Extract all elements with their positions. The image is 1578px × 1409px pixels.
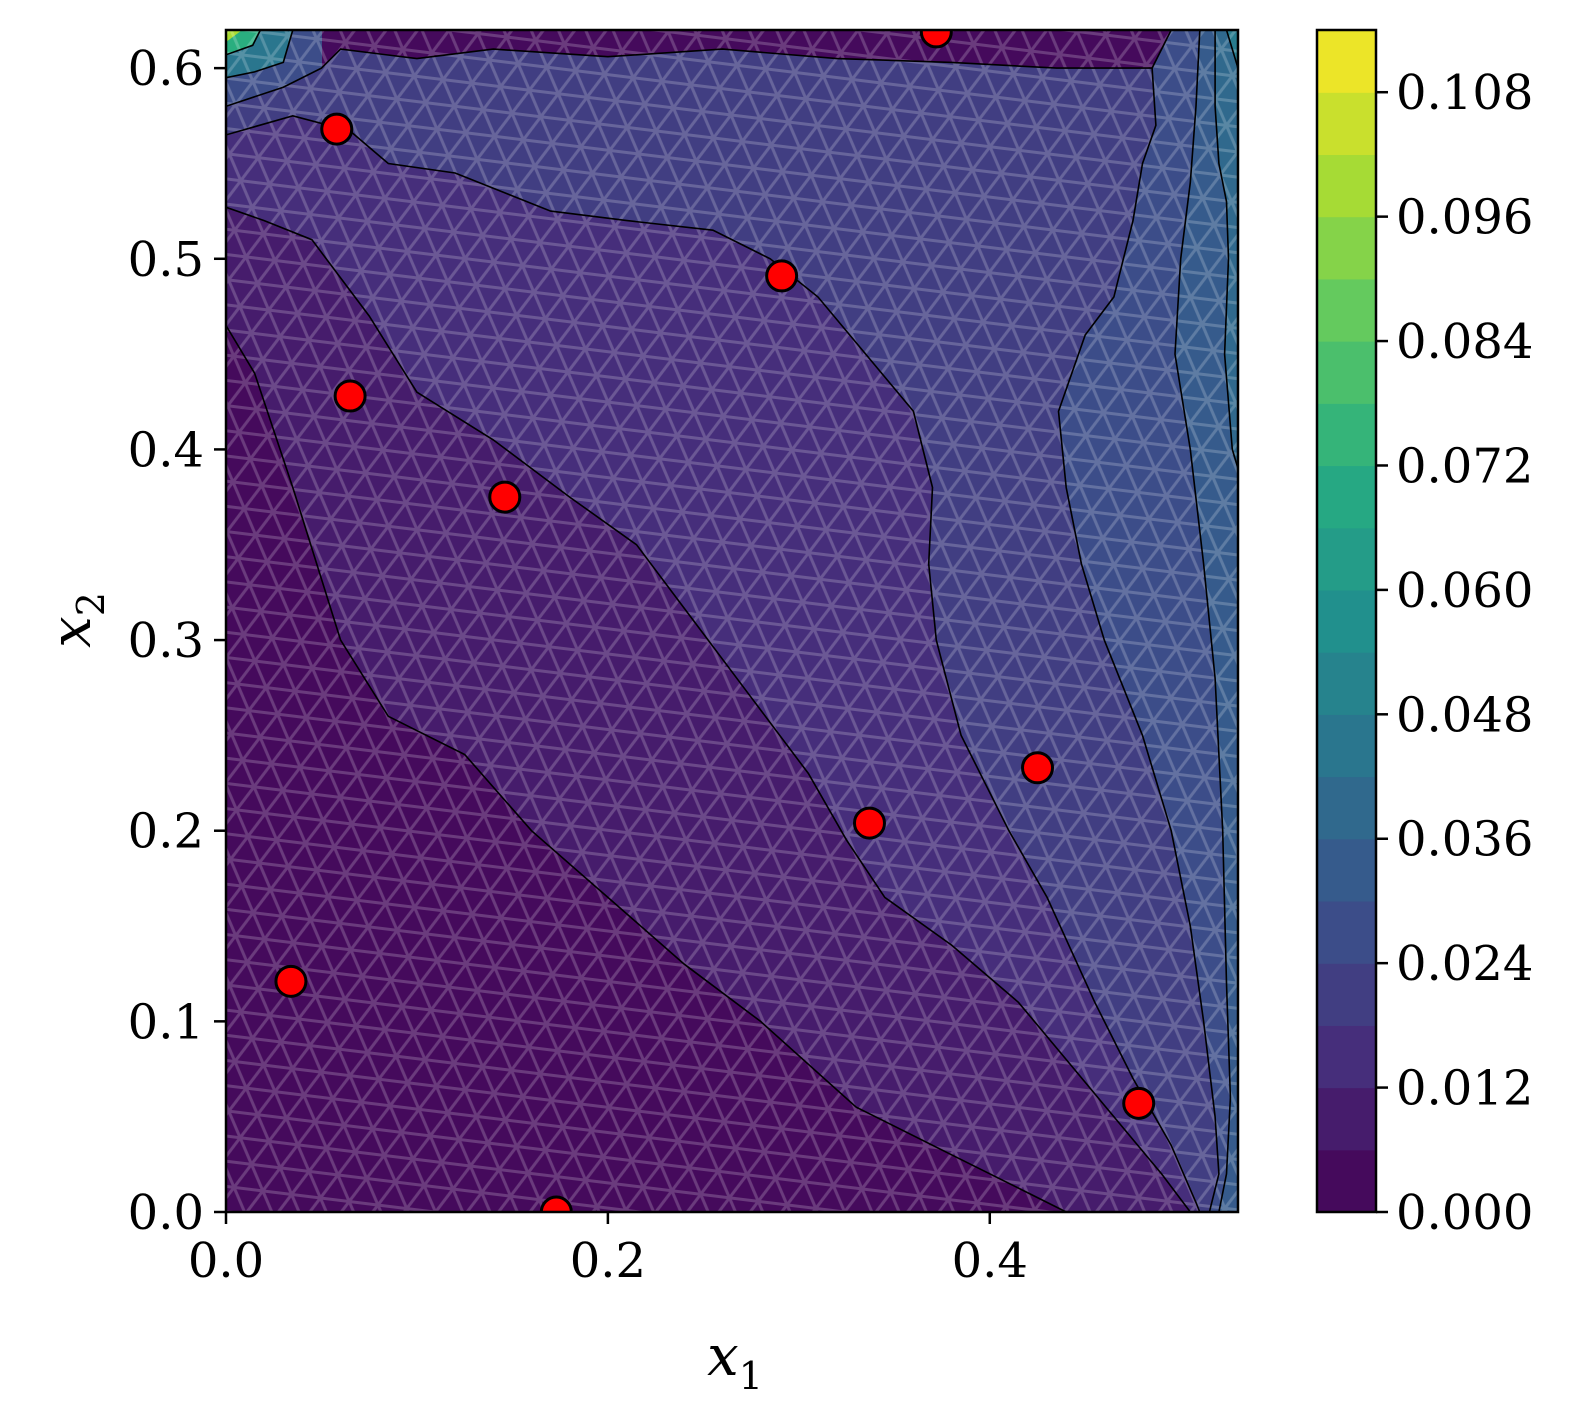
colorbar: 0.000 0.012 0.024 0.036 0.048 0.060 0.072 0.084… — [1315, 28, 1533, 1241]
contour-line — [226, 206, 1191, 1212]
colorbar-band — [1317, 465, 1376, 529]
sample-point — [488, 480, 522, 514]
y-tick-label: 0.0 — [128, 1185, 204, 1241]
y-tick-label: 0.1 — [128, 994, 204, 1050]
colorbar-band — [1317, 341, 1376, 404]
y-tick-label: 0.4 — [128, 422, 204, 478]
sample-point — [919, 30, 953, 49]
colorbar-tick-label: 0.060 — [1396, 563, 1533, 619]
colorbar-band — [1317, 92, 1376, 156]
colorbar-band — [1317, 154, 1376, 218]
colorbar-band — [1317, 216, 1376, 280]
colorbar-band — [1317, 776, 1376, 840]
x-axis-label-base: x — [707, 1324, 739, 1389]
mesh-overlay — [226, 30, 1238, 1212]
y-tick-label: 0.2 — [128, 804, 204, 860]
colorbar-tick-label: 0.048 — [1396, 687, 1533, 743]
contour-line — [226, 30, 294, 79]
colorbar-tick-label: 0.036 — [1396, 812, 1533, 868]
colorbar-band — [1317, 900, 1376, 964]
x-tick-label: 0.4 — [952, 1233, 1028, 1289]
y-axis-label: x2 — [39, 592, 113, 648]
colorbar-band — [1317, 714, 1376, 778]
colorbar-band — [1317, 838, 1376, 902]
colorbar-band — [1317, 589, 1376, 653]
y-tick-label: 0.5 — [128, 232, 204, 288]
sample-point — [765, 259, 799, 293]
x-tick-label: 0.2 — [570, 1233, 646, 1289]
colorbar-bands — [1317, 30, 1376, 1213]
sample-point — [333, 379, 367, 413]
colorbar-tick-label: 0.096 — [1396, 190, 1533, 246]
y-axis-label-base: x — [39, 616, 104, 648]
y-axis-ticks: 0.0 0.1 0.2 0.3 0.4 0.5 0.6 — [128, 41, 226, 1241]
colorbar-tick-label: 0.108 — [1396, 65, 1533, 121]
y-tick-label: 0.3 — [128, 613, 204, 669]
x-axis-ticks: 0.0 0.2 0.4 — [188, 1212, 1028, 1289]
colorbar-band — [1317, 1025, 1376, 1089]
sample-point — [1021, 751, 1055, 785]
x-axis-label: x1 — [707, 1324, 763, 1398]
contour-line — [226, 30, 262, 56]
sample-point — [852, 806, 886, 840]
colorbar-band — [1317, 30, 1376, 93]
x-tick-label: 0.0 — [188, 1233, 264, 1289]
contour-line — [1225, 30, 1238, 69]
sample-point — [539, 1195, 573, 1212]
colorbar-tick-label: 0.024 — [1396, 936, 1533, 992]
colorbar-band — [1317, 527, 1376, 591]
plot-frame — [224, 28, 1240, 1214]
colorbar-band — [1317, 1149, 1376, 1213]
sample-point — [274, 964, 308, 998]
colorbar-tick-label: 0.012 — [1396, 1061, 1533, 1117]
colorbar-band — [1317, 963, 1376, 1026]
colorbar-tick-label: 0.084 — [1396, 314, 1533, 370]
y-tick-label: 0.6 — [128, 41, 204, 97]
contour-line — [226, 48, 1220, 1212]
contour-line — [1174, 30, 1232, 1212]
colorbar-band — [1317, 1087, 1376, 1151]
sample-point — [320, 112, 354, 146]
colorbar-band — [1317, 278, 1376, 342]
plot-area — [226, 30, 1238, 1212]
contour-line — [226, 114, 1201, 1212]
colorbar-tick-label: 0.072 — [1396, 438, 1533, 494]
contour-line — [226, 325, 1067, 1212]
contour-line — [1214, 30, 1238, 469]
sample-point — [1122, 1086, 1156, 1120]
colorbar-ticks: 0.000 0.012 0.024 0.036 0.048 0.060 0.072 0.084… — [1376, 65, 1533, 1241]
contour-lines — [226, 30, 1238, 1212]
colorbar-frame — [1315, 28, 1378, 1214]
colorbar-band — [1317, 652, 1376, 715]
contour-line — [1151, 30, 1172, 69]
y-axis-label-sub: 2 — [69, 592, 113, 616]
sample-points — [274, 30, 1156, 1212]
colorbar-band — [1317, 403, 1376, 467]
x-axis-label-sub: 1 — [739, 1354, 763, 1398]
colorbar-tick-label: 0.000 — [1396, 1185, 1533, 1241]
